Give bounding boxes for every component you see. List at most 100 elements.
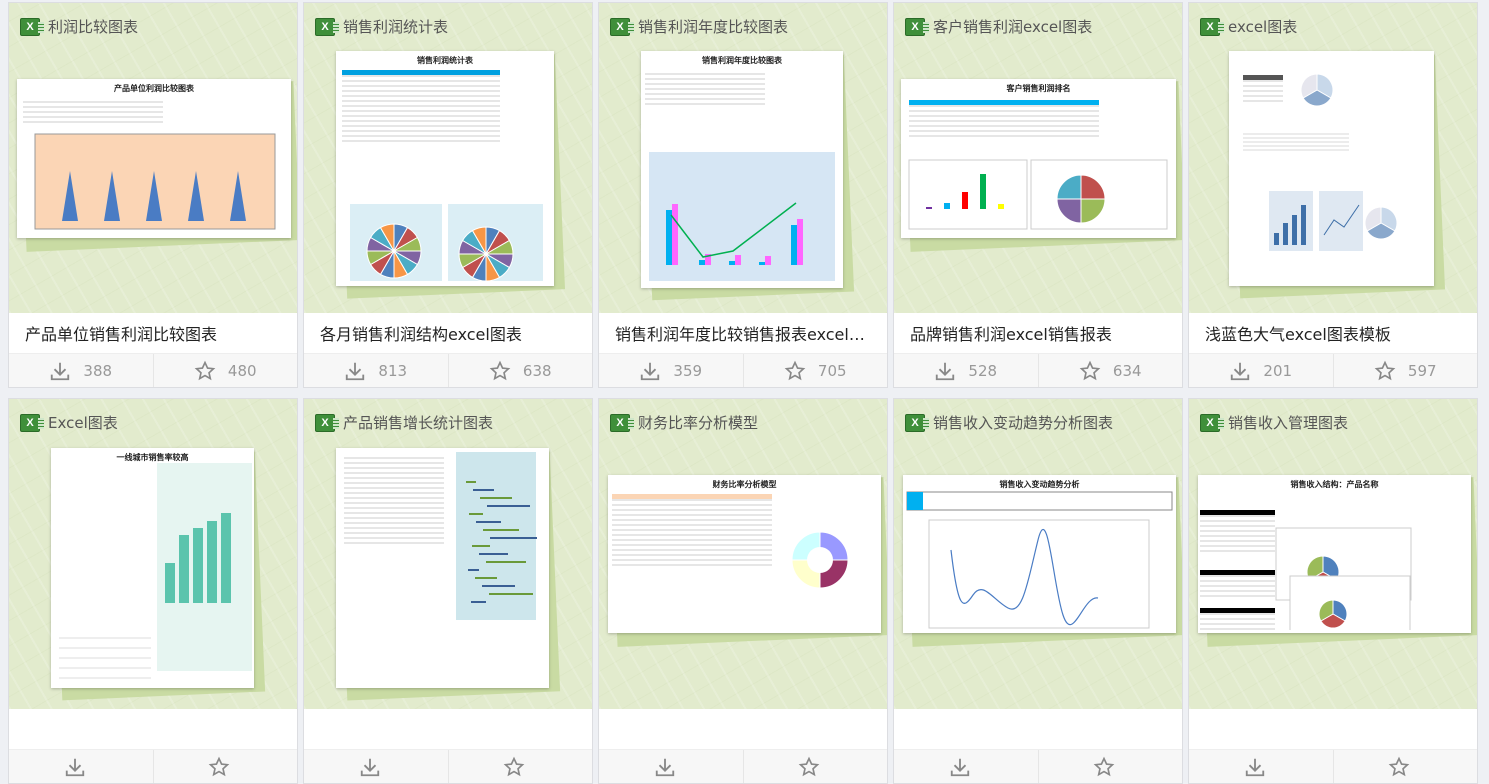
card-title[interactable]: 产品单位销售利润比较图表 bbox=[25, 325, 218, 344]
sheet-title: 销售利润年度比较图表 bbox=[702, 55, 782, 65]
excel-icon: X bbox=[1200, 17, 1224, 36]
table-header bbox=[645, 68, 765, 73]
download-button[interactable] bbox=[599, 750, 743, 783]
card-stats: 813 638 bbox=[304, 353, 593, 387]
bar bbox=[797, 219, 803, 265]
download-button[interactable]: 388 bbox=[9, 354, 153, 387]
template-card[interactable]: 客户销售利润排名 X 客户销售利润excel图表 品牌销售利润excel销售报表… bbox=[893, 2, 1183, 388]
table-header bbox=[342, 70, 500, 75]
pie-slice bbox=[1056, 174, 1082, 200]
bar bbox=[729, 261, 735, 265]
template-thumbnail[interactable]: 一线城市销售率较高 X Excel图表 bbox=[9, 399, 297, 709]
download-button[interactable]: 359 bbox=[599, 354, 743, 387]
favorite-button[interactable]: 705 bbox=[742, 354, 888, 387]
card-stats: 359 705 bbox=[599, 353, 888, 387]
sheet-title: 一线城市销售率较高 bbox=[116, 452, 189, 462]
card-category: 销售利润年度比较图表 bbox=[638, 18, 789, 36]
card-stats: 388 480 bbox=[9, 353, 298, 387]
favorite-count: 634 bbox=[1112, 362, 1142, 380]
template-thumbnail[interactable]: X excel图表 bbox=[1189, 3, 1477, 313]
card-header: X Excel图表 bbox=[20, 412, 118, 433]
excel-icon: X bbox=[610, 413, 634, 432]
thumbnail-chart bbox=[645, 68, 835, 281]
template-card[interactable]: 销售收入变动趋势分析 X 销售收入变动趋势分析图表 bbox=[893, 398, 1183, 784]
download-icon bbox=[346, 362, 365, 381]
table-header bbox=[1243, 75, 1283, 80]
bar bbox=[791, 225, 797, 265]
line-series bbox=[670, 202, 797, 258]
download-icon bbox=[51, 362, 70, 381]
favorite-button[interactable]: 480 bbox=[152, 354, 298, 387]
pie-slice bbox=[471, 226, 487, 256]
favorite-button[interactable]: 634 bbox=[1037, 354, 1183, 387]
card-category: 销售收入管理图表 bbox=[1228, 414, 1349, 432]
sheet-title: 销售收入结构：产品名称 bbox=[1290, 479, 1379, 489]
line-series bbox=[1323, 204, 1360, 236]
template-card[interactable]: 一线城市销售率较高 X Excel图表 bbox=[8, 398, 298, 784]
template-thumbnail[interactable]: 销售利润年度比较图表 X 销售利润年度比较图表 bbox=[599, 3, 887, 313]
thumbnail-sheet: 销售收入变动趋势分析 bbox=[903, 475, 1176, 633]
download-button[interactable]: 528 bbox=[894, 354, 1038, 387]
card-stats bbox=[599, 749, 888, 783]
card-header: X 销售收入管理图表 bbox=[1200, 412, 1348, 433]
template-card[interactable]: X 产品销售增长统计图表 bbox=[303, 398, 593, 784]
download-button[interactable] bbox=[894, 750, 1038, 783]
thumbnail-sheet: 财务比率分析模型 bbox=[608, 475, 881, 633]
card-stats bbox=[1189, 749, 1478, 783]
card-title[interactable]: 品牌销售利润excel销售报表 bbox=[910, 325, 1112, 344]
bar bbox=[666, 210, 672, 265]
favorite-button[interactable] bbox=[742, 750, 888, 783]
star-icon bbox=[784, 360, 806, 381]
pie-slice bbox=[1080, 198, 1106, 224]
card-title[interactable]: 销售利润年度比较销售报表excel图表 bbox=[615, 325, 877, 344]
thumbnail-chart bbox=[23, 96, 276, 230]
favorite-button[interactable]: 638 bbox=[447, 354, 593, 387]
download-count: 388 bbox=[83, 362, 113, 380]
thumbnail-chart bbox=[344, 448, 537, 620]
template-card[interactable]: X excel图表 浅蓝色大气excel图表模板 201 597 bbox=[1188, 2, 1478, 388]
bar bbox=[705, 254, 711, 265]
download-button[interactable] bbox=[1189, 750, 1333, 783]
card-category: 利润比较图表 bbox=[48, 18, 139, 36]
template-thumbnail[interactable]: 财务比率分析模型 X 财务比率分析模型 bbox=[599, 399, 887, 709]
template-thumbnail[interactable]: X 产品销售增长统计图表 bbox=[304, 399, 592, 709]
card-category: excel图表 bbox=[1228, 18, 1298, 36]
excel-icon: X bbox=[1200, 413, 1224, 432]
star-icon bbox=[194, 360, 216, 381]
template-thumbnail[interactable]: 产品单位利润比较图表 X 利润比较图表 bbox=[9, 3, 297, 313]
chart-area bbox=[1289, 575, 1411, 633]
template-thumbnail[interactable]: 客户销售利润排名 X 客户销售利润excel图表 bbox=[894, 3, 1182, 313]
thumbnail-sheet: 销售收入结构：产品名称 bbox=[1198, 475, 1471, 633]
template-thumbnail[interactable]: 销售收入结构：产品名称 X 销售收入管理图表 bbox=[1189, 399, 1477, 709]
card-title[interactable]: 各月销售利润结构excel图表 bbox=[320, 325, 522, 344]
download-count: 201 bbox=[1263, 362, 1293, 380]
template-card[interactable]: 销售利润年度比较图表 X 销售利润年度比较图表 销售利润年度比较销售报表exce… bbox=[598, 2, 888, 388]
template-card[interactable]: 财务比率分析模型 X 财务比率分析模型 bbox=[598, 398, 888, 784]
download-icon bbox=[950, 758, 969, 777]
card-category: 销售利润统计表 bbox=[343, 18, 449, 36]
favorite-button[interactable] bbox=[152, 750, 298, 783]
card-title[interactable]: 浅蓝色大气excel图表模板 bbox=[1205, 325, 1391, 344]
favorite-button[interactable] bbox=[1037, 750, 1183, 783]
template-card[interactable]: 销售收入结构：产品名称 X 销售收入管理图表 bbox=[1188, 398, 1478, 784]
template-thumbnail[interactable]: 销售利润统计表 X 销售利润统计表 bbox=[304, 3, 592, 313]
bar bbox=[980, 174, 986, 209]
cone-bar bbox=[230, 171, 246, 221]
card-category: 客户销售利润excel图表 bbox=[933, 18, 1093, 36]
sheet-title: 客户销售利润排名 bbox=[1006, 83, 1071, 93]
template-thumbnail[interactable]: 销售收入变动趋势分析 X 销售收入变动趋势分析图表 bbox=[894, 399, 1182, 709]
table-header bbox=[906, 491, 1173, 511]
favorite-button[interactable]: 597 bbox=[1332, 354, 1478, 387]
download-button[interactable] bbox=[304, 750, 448, 783]
template-card[interactable]: 销售利润统计表 X 销售利润统计表 各月销售利润结构excel图表 813 63… bbox=[303, 2, 593, 388]
favorite-button[interactable] bbox=[447, 750, 593, 783]
download-button[interactable]: 813 bbox=[304, 354, 448, 387]
pie-slice bbox=[1318, 599, 1334, 622]
favorite-button[interactable] bbox=[1332, 750, 1478, 783]
template-card[interactable]: 产品单位利润比较图表 X 利润比较图表 产品单位销售利润比较图表 388 480 bbox=[8, 2, 298, 388]
excel-icon: X bbox=[905, 17, 929, 36]
thumbnail-chart bbox=[55, 449, 252, 688]
download-button[interactable]: 201 bbox=[1189, 354, 1333, 387]
download-button[interactable] bbox=[9, 750, 153, 783]
download-icon bbox=[1245, 758, 1264, 777]
